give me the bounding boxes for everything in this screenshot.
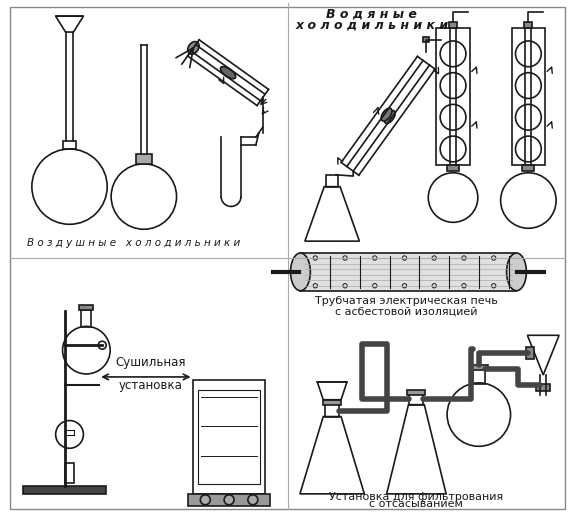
Text: Сушильная: Сушильная xyxy=(116,356,186,369)
Bar xyxy=(193,380,264,494)
Bar xyxy=(300,253,516,291)
Bar xyxy=(449,22,457,28)
Text: В о з д у ш н ы е   х о л о д и л ь н и к и: В о з д у ш н ы е х о л о д и л ь н и к … xyxy=(27,238,241,248)
Bar xyxy=(526,347,534,359)
Circle shape xyxy=(248,495,258,505)
Ellipse shape xyxy=(188,42,199,54)
Bar xyxy=(447,165,459,171)
Bar xyxy=(325,402,339,416)
Bar xyxy=(323,400,341,405)
Bar xyxy=(23,486,106,494)
Bar xyxy=(424,37,429,42)
Bar xyxy=(523,165,534,171)
Bar xyxy=(470,365,488,370)
Circle shape xyxy=(224,495,234,505)
Bar xyxy=(473,369,484,384)
Bar xyxy=(198,390,260,484)
Text: В о д я н ы е: В о д я н ы е xyxy=(327,7,417,20)
Bar xyxy=(326,175,338,187)
Bar xyxy=(408,390,425,395)
Bar xyxy=(64,463,75,483)
Bar xyxy=(409,393,424,405)
Bar xyxy=(189,494,270,506)
Text: с асбестовой изоляцией: с асбестовой изоляцией xyxy=(335,307,478,316)
Text: Установка для фильтрования: Установка для фильтрования xyxy=(329,492,503,502)
Text: Трубчатая электрическая печь: Трубчатая электрическая печь xyxy=(315,296,498,305)
Bar xyxy=(79,304,93,310)
Text: с отсасыванием: с отсасыванием xyxy=(369,499,463,509)
Ellipse shape xyxy=(384,110,395,123)
Circle shape xyxy=(200,495,210,505)
Text: установка: установка xyxy=(119,379,183,392)
Bar xyxy=(536,384,550,391)
Ellipse shape xyxy=(291,253,310,291)
Ellipse shape xyxy=(381,108,392,121)
Bar xyxy=(524,22,532,28)
Bar xyxy=(136,154,152,164)
Ellipse shape xyxy=(221,67,236,79)
Bar xyxy=(82,310,91,327)
Bar xyxy=(63,141,76,149)
Ellipse shape xyxy=(507,253,526,291)
Bar xyxy=(511,28,545,165)
Text: х о л о д и л ь н и к и: х о л о д и л ь н и к и xyxy=(295,19,449,32)
Bar xyxy=(436,28,470,165)
